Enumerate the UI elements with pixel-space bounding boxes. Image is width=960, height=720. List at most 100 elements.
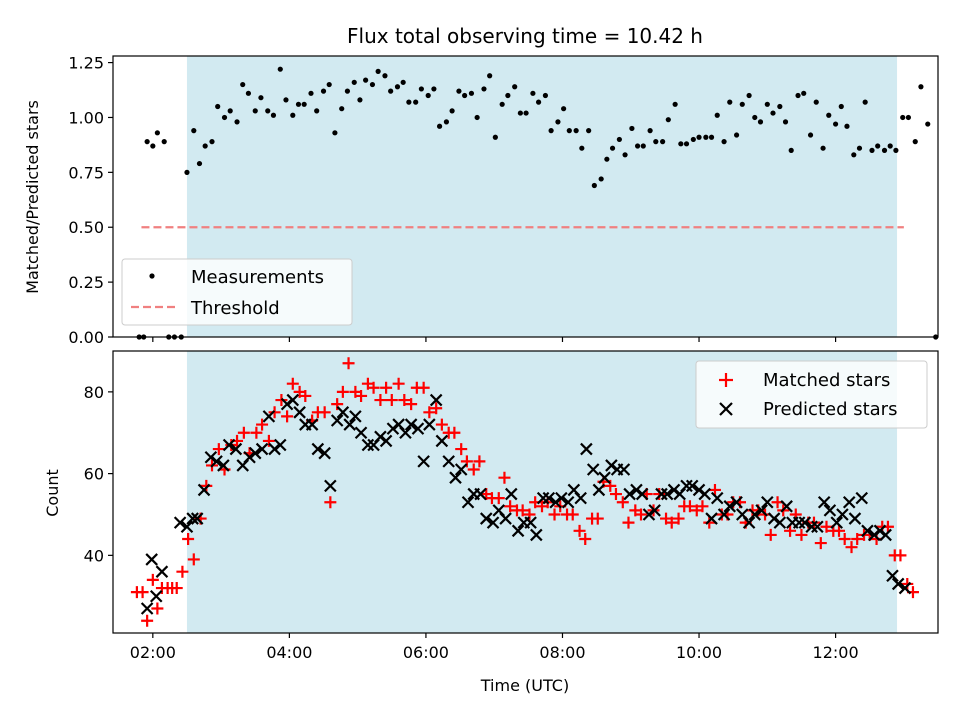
- data-point: [255, 442, 269, 456]
- data-point: [140, 602, 154, 615]
- data-point: [845, 541, 858, 554]
- data-point: [530, 90, 536, 96]
- data-point: [635, 508, 647, 521]
- data-point: [566, 128, 572, 134]
- data-point: [542, 491, 556, 505]
- data-point: [642, 508, 656, 521]
- data-point: [343, 418, 356, 431]
- data-point: [404, 418, 418, 431]
- data-point: [861, 524, 874, 538]
- data-point: [717, 508, 731, 521]
- data-point: [523, 110, 529, 116]
- data-point: [339, 106, 345, 112]
- y-tick-label: 0.75: [68, 163, 104, 182]
- data-point: [326, 81, 332, 88]
- top-panel: Flux total observing time = 10.42 h 0.00…: [23, 24, 939, 347]
- y-tick-label: 1.25: [68, 54, 104, 73]
- data-point: [622, 516, 635, 529]
- data-point: [748, 508, 762, 521]
- data-point: [499, 512, 512, 525]
- data-point: [555, 119, 561, 125]
- data-point: [580, 442, 593, 456]
- data-point: [561, 495, 575, 509]
- data-point: [388, 88, 394, 94]
- y-tick-label: 0.50: [68, 218, 104, 237]
- bottom-panel: 40 60 80 02:00 04:00 06:00 08:00 10:00 12:00 Cou…: [43, 350, 939, 695]
- data-point: [856, 145, 863, 151]
- data-point: [605, 459, 618, 472]
- data-point: [385, 394, 398, 407]
- data-point: [210, 455, 223, 468]
- data-point: [351, 79, 357, 85]
- data-point: [473, 455, 486, 468]
- y-tick-label: 80: [84, 383, 104, 402]
- data-point: [782, 119, 789, 125]
- data-point: [479, 512, 493, 525]
- data-point: [714, 112, 720, 118]
- data-point: [623, 487, 636, 501]
- data-point: [801, 90, 807, 96]
- data-point: [548, 128, 554, 134]
- data-point: [240, 81, 246, 88]
- data-point: [653, 488, 666, 501]
- data-point: [382, 73, 388, 79]
- data-point: [406, 99, 412, 105]
- data-point: [355, 389, 368, 402]
- data-point: [386, 422, 400, 435]
- data-point: [375, 68, 381, 74]
- legend-threshold-label: Threshold: [190, 298, 280, 319]
- data-point: [320, 88, 327, 94]
- y-tick-label: 0.25: [68, 273, 104, 292]
- top-chart-title: Flux total observing time = 10.42 h: [347, 24, 703, 48]
- data-point: [586, 128, 592, 134]
- data-point: [176, 565, 189, 578]
- data-point: [660, 139, 666, 145]
- data-point: [708, 134, 715, 140]
- data-point: [807, 132, 814, 138]
- legend-predicted-marker: [719, 402, 733, 416]
- data-point: [182, 533, 195, 545]
- data-point: [431, 86, 437, 92]
- data-point: [286, 393, 300, 407]
- data-point: [609, 145, 616, 151]
- data-point: [265, 108, 271, 114]
- data-point: [146, 573, 159, 586]
- data-point: [798, 516, 812, 529]
- data-point: [286, 377, 299, 390]
- data-point: [243, 450, 256, 464]
- data-point: [161, 139, 167, 145]
- data-point: [380, 381, 393, 394]
- legend-matched-marker: [719, 373, 733, 387]
- data-point: [505, 92, 511, 99]
- data-point: [252, 108, 258, 114]
- data-point: [418, 86, 424, 92]
- data-point: [295, 101, 302, 107]
- data-point: [832, 121, 839, 127]
- data-point: [893, 147, 899, 153]
- x-tick-label: 04:00: [266, 643, 312, 662]
- data-point: [851, 152, 857, 158]
- bottom-y-axis-label: Count: [43, 469, 62, 517]
- data-point: [805, 520, 818, 534]
- data-point: [875, 143, 881, 149]
- data-point: [270, 112, 277, 118]
- data-point: [455, 443, 468, 456]
- data-point: [851, 533, 864, 545]
- top-legend: Measurements Threshold: [121, 258, 353, 326]
- data-point: [698, 487, 712, 501]
- data-point: [170, 582, 183, 595]
- data-point: [262, 410, 276, 423]
- data-point: [435, 434, 449, 448]
- data-point: [429, 393, 443, 407]
- data-point: [144, 139, 150, 145]
- legend-measurements-label: Measurements: [191, 267, 324, 288]
- data-point: [667, 483, 681, 497]
- data-point: [784, 524, 797, 537]
- data-point: [150, 143, 156, 149]
- data-point: [184, 169, 190, 175]
- data-point: [354, 426, 368, 440]
- data-point: [660, 487, 674, 501]
- data-point: [180, 520, 194, 534]
- data-point: [573, 524, 586, 537]
- data-point: [622, 152, 628, 158]
